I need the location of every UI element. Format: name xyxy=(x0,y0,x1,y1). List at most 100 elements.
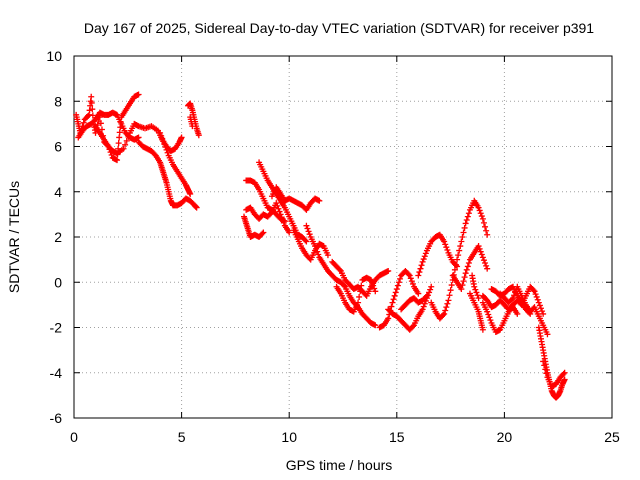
data-point xyxy=(161,141,168,148)
data-point xyxy=(561,369,568,376)
data-point xyxy=(302,237,309,244)
data-point xyxy=(541,362,548,369)
data-point xyxy=(312,243,319,250)
data-point xyxy=(405,271,412,278)
data-point xyxy=(460,229,467,236)
axis-ticks xyxy=(73,55,613,419)
data-point xyxy=(448,282,455,289)
data-point xyxy=(446,292,453,299)
x-tick-label: 10 xyxy=(281,429,297,445)
data-point xyxy=(409,323,416,330)
data-point xyxy=(476,245,483,252)
data-point xyxy=(486,314,493,321)
data-point xyxy=(120,145,127,152)
data-point xyxy=(193,204,200,211)
data-point xyxy=(420,256,427,263)
data-point xyxy=(390,296,397,303)
data-point xyxy=(484,265,491,272)
data-point xyxy=(162,144,169,151)
data-point xyxy=(442,307,449,314)
data-point xyxy=(415,272,422,279)
data-point xyxy=(477,248,484,255)
data-point xyxy=(158,132,165,139)
data-point xyxy=(267,210,274,217)
x-tick-label: 5 xyxy=(178,429,186,445)
y-tick-label: -6 xyxy=(50,410,63,426)
data-point xyxy=(408,278,415,285)
chart-title: Day 167 of 2025, Sidereal Day-to-day VTE… xyxy=(84,20,594,36)
data-point xyxy=(460,278,467,285)
y-tick-label: 2 xyxy=(54,229,62,245)
data-point xyxy=(475,204,482,211)
data-point xyxy=(540,310,547,317)
x-tick-label: 0 xyxy=(70,429,78,445)
data-point xyxy=(487,317,494,324)
data-point xyxy=(462,220,469,227)
data-point xyxy=(543,370,550,377)
data-point xyxy=(473,289,480,296)
x-tick-labels: 0 5 10 15 20 25 xyxy=(70,429,620,445)
data-point xyxy=(336,266,343,273)
data-point xyxy=(539,308,546,315)
data-point xyxy=(303,238,310,245)
data-point xyxy=(427,286,434,293)
data-point xyxy=(457,243,464,250)
data-point xyxy=(477,210,484,217)
data-point xyxy=(536,302,543,309)
y-tick-label: -4 xyxy=(50,365,63,381)
data-point xyxy=(89,106,96,113)
data-point xyxy=(445,297,452,304)
data-point xyxy=(475,295,482,302)
y-tick-label: 8 xyxy=(54,93,62,109)
x-tick-label: 20 xyxy=(497,429,513,445)
data-point xyxy=(421,253,428,260)
data-point xyxy=(419,258,426,265)
data-point xyxy=(97,120,104,127)
data-point xyxy=(533,293,540,300)
data-point xyxy=(476,207,483,214)
data-point xyxy=(195,132,202,139)
data-point xyxy=(324,252,331,259)
data-point xyxy=(163,146,170,153)
data-point xyxy=(341,282,348,289)
data-point xyxy=(465,260,472,267)
data-point xyxy=(482,260,489,267)
data-point xyxy=(483,262,490,269)
data-point xyxy=(306,231,313,238)
data-point xyxy=(303,222,310,229)
data-point xyxy=(531,288,538,295)
y-tick-label: -2 xyxy=(50,320,63,336)
data-point xyxy=(419,306,426,313)
data-point xyxy=(442,241,449,248)
data-point xyxy=(478,213,485,220)
data-point xyxy=(125,133,132,140)
y-tick-label: 4 xyxy=(54,184,62,200)
data-point xyxy=(278,214,285,221)
data-point xyxy=(123,137,130,144)
data-point xyxy=(532,291,539,298)
data-point xyxy=(458,286,465,293)
data-point xyxy=(415,290,422,297)
data-point xyxy=(426,289,433,296)
data-point xyxy=(356,293,363,300)
data-point xyxy=(511,292,518,299)
y-tick-labels: -6 -4 -2 0 2 4 6 8 10 xyxy=(46,48,62,426)
grid-lines xyxy=(74,56,612,418)
data-point xyxy=(372,322,379,329)
data-point xyxy=(115,140,122,147)
data-point xyxy=(472,286,479,293)
data-point xyxy=(369,279,376,286)
data-point xyxy=(416,269,423,276)
data-point xyxy=(471,283,478,290)
data-point xyxy=(451,266,458,273)
data-point xyxy=(482,223,489,230)
data-point xyxy=(406,272,413,279)
data-point xyxy=(441,310,448,317)
data-point xyxy=(273,200,280,207)
data-point xyxy=(480,257,487,264)
data-point xyxy=(392,289,399,296)
data-point xyxy=(461,274,468,281)
data-point xyxy=(280,219,287,226)
data-point xyxy=(80,119,87,126)
data-point xyxy=(443,304,450,311)
